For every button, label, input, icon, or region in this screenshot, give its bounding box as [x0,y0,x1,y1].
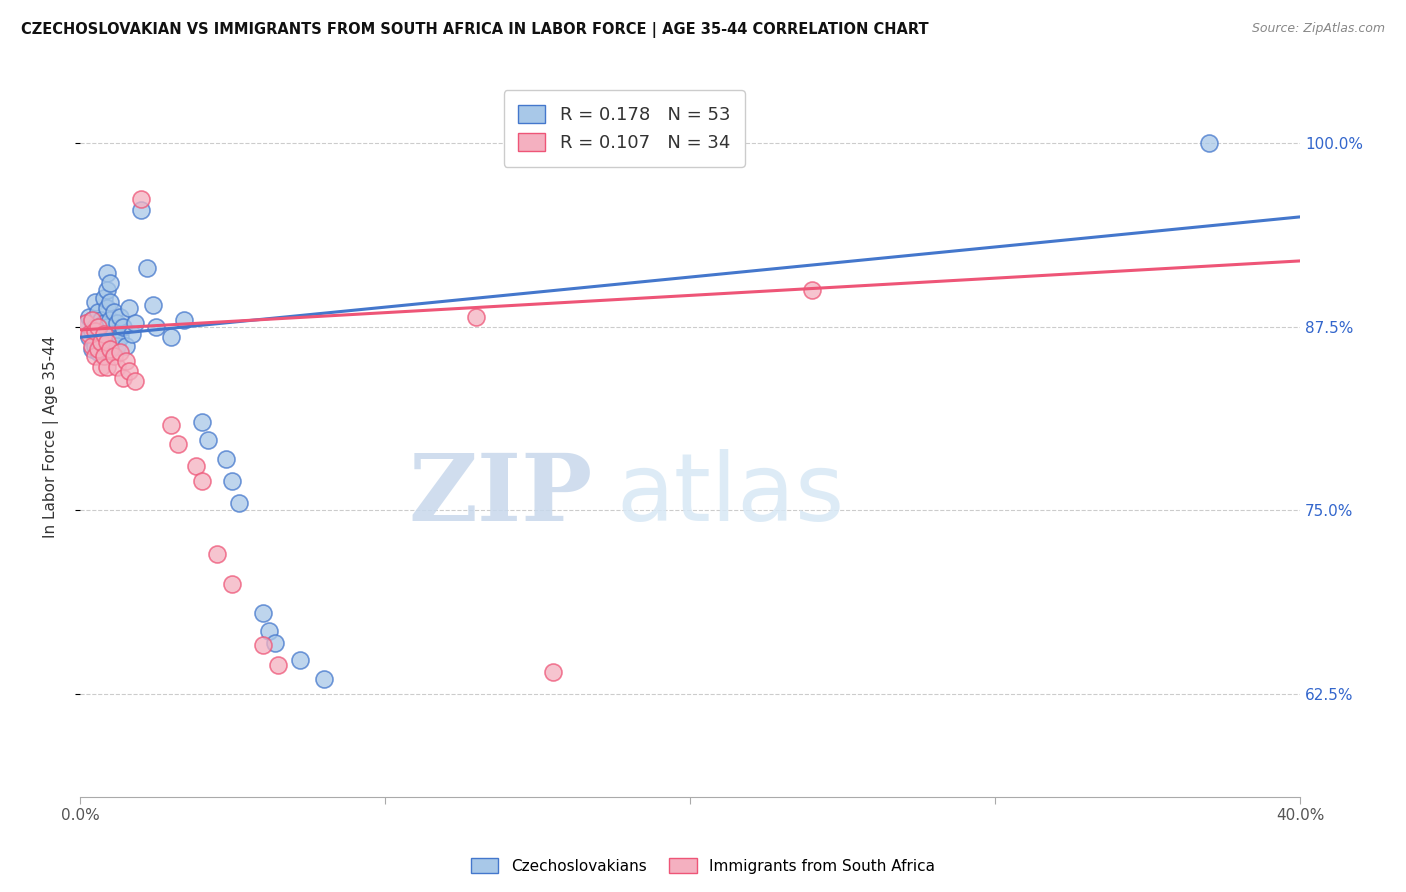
Point [77,327,100,342]
Text: ZIP: ZIP [408,450,592,540]
Text: Source: ZipAtlas.com: Source: ZipAtlas.com [1251,22,1385,36]
Point [103,327,125,342]
Point [84,324,107,338]
Point [100,312,122,326]
Point [100,295,122,310]
Legend: R = 0.178   N = 53, R = 0.107   N = 34: R = 0.178 N = 53, R = 0.107 N = 34 [503,90,745,167]
Point [103,349,125,363]
Point [541,665,564,679]
Point [118,301,141,315]
Point [257,624,280,638]
Point [267,657,290,672]
Point [184,459,207,474]
Point [288,653,311,667]
Point [96,266,118,280]
Point [82,324,104,338]
Point [114,339,136,353]
Point [105,316,128,330]
Point [103,305,125,319]
Text: CZECHOSLOVAKIAN VS IMMIGRANTS FROM SOUTH AFRICA IN LABOR FORCE | AGE 35-44 CORRE: CZECHOSLOVAKIAN VS IMMIGRANTS FROM SOUTH… [21,22,929,38]
Point [96,334,118,349]
Point [312,672,335,686]
Point [82,342,104,356]
Point [252,639,274,653]
Point [82,312,104,326]
Point [221,474,243,488]
Point [96,301,118,315]
Point [118,364,141,378]
Point [465,310,488,324]
Text: atlas: atlas [617,449,845,541]
Point [93,339,115,353]
Point [197,433,219,447]
Point [93,327,115,342]
Y-axis label: In Labor Force | Age 35-44: In Labor Force | Age 35-44 [44,336,59,538]
Point [77,330,100,344]
Point [93,316,115,330]
Point [87,327,110,342]
Point [121,327,143,342]
Point [84,349,107,363]
Point [114,353,136,368]
Point [108,345,131,359]
Point [93,349,115,363]
Point [90,312,112,326]
Point [191,474,214,488]
Point [84,339,107,353]
Point [215,452,238,467]
Point [173,312,195,326]
Point [96,359,118,374]
Point [142,298,165,312]
Point [93,291,115,305]
Point [96,283,118,297]
Legend: Czechoslovakians, Immigrants from South Africa: Czechoslovakians, Immigrants from South … [465,852,941,880]
Point [252,606,274,620]
Point [124,316,146,330]
Point [160,330,183,344]
Point [82,312,104,326]
Point [111,371,134,385]
Point [100,330,122,344]
Point [75,316,97,330]
Point [105,339,128,353]
Point [111,320,134,334]
Point [90,334,112,349]
Point [160,418,183,433]
Point [136,261,159,276]
Point [87,342,110,356]
Point [100,342,122,356]
Point [801,283,824,297]
Point [129,202,152,217]
Point [87,345,110,359]
Point [75,316,97,330]
Point [105,359,128,374]
Point [77,310,100,324]
Point [166,437,188,451]
Point [124,374,146,388]
Point [84,320,107,334]
Point [129,192,152,206]
Point [96,320,118,334]
Point [205,548,228,562]
Point [1198,136,1220,151]
Point [87,320,110,334]
Point [221,577,243,591]
Point [87,305,110,319]
Point [84,295,107,310]
Point [228,496,250,510]
Point [108,330,131,344]
Point [191,416,214,430]
Point [82,339,104,353]
Point [108,310,131,324]
Point [264,635,287,649]
Point [90,334,112,349]
Point [100,276,122,290]
Point [90,359,112,374]
Point [145,320,167,334]
